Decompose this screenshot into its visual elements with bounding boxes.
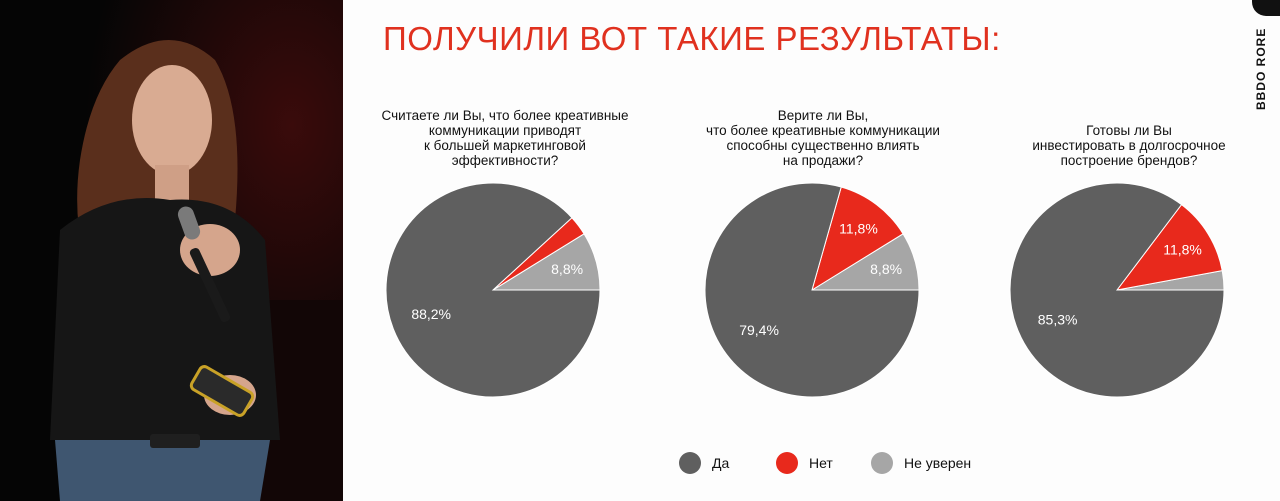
legend-label-no: Нет (809, 455, 833, 471)
slide-title: ПОЛУЧИЛИ ВОТ ТАКИЕ РЕЗУЛЬТАТЫ: (383, 20, 1001, 57)
legend-swatch-yes (679, 452, 701, 474)
pie-slice-yes (385, 182, 601, 398)
legend-swatch-no (776, 452, 798, 474)
pie-chart-3: 85,3% 11,8% (1009, 182, 1225, 398)
legend-label-unsure: Не уверен (904, 455, 972, 471)
speaker-photo (0, 0, 343, 501)
pie-data-label: 8,8% (551, 261, 583, 277)
chart-2-question: Верите ли Вы, что более креативные комму… (706, 108, 940, 168)
pie-data-label: 85,3% (1038, 312, 1078, 328)
legend-label-yes: Да (712, 455, 730, 471)
brand-logo-text: BBDO RORE (1254, 27, 1268, 110)
pie-chart-1: 88,2% 8,8% (385, 182, 601, 398)
pie-data-label: 79,4% (739, 322, 779, 338)
pie-data-label: 11,8% (839, 221, 878, 237)
pie-slice-yes (1009, 182, 1225, 398)
presentation-slide: ПОЛУЧИЛИ ВОТ ТАКИЕ РЕЗУЛЬТАТЫ: BBDO RORE… (343, 0, 1280, 501)
pie-data-label: 8,8% (870, 261, 902, 277)
chart-1-question: Считаете ли Вы, что более креативные ком… (381, 108, 629, 168)
pie-slice-no (1115, 203, 1223, 291)
corner-logo-badge (1252, 0, 1280, 16)
pie-data-label: 88,2% (411, 306, 451, 322)
pie-chart-2: 79,4% 11,8% 8,8% (704, 182, 920, 398)
brand-logo: BBDO RORE (1254, 27, 1270, 110)
legend-swatch-unsure (871, 452, 893, 474)
pie-slice-no (811, 186, 904, 292)
chart-3-question: Готовы ли Вы инвестировать в долгосрочно… (1032, 123, 1226, 168)
pie-slice-yes (704, 182, 920, 398)
pie-data-label: 11,8% (1163, 242, 1202, 258)
